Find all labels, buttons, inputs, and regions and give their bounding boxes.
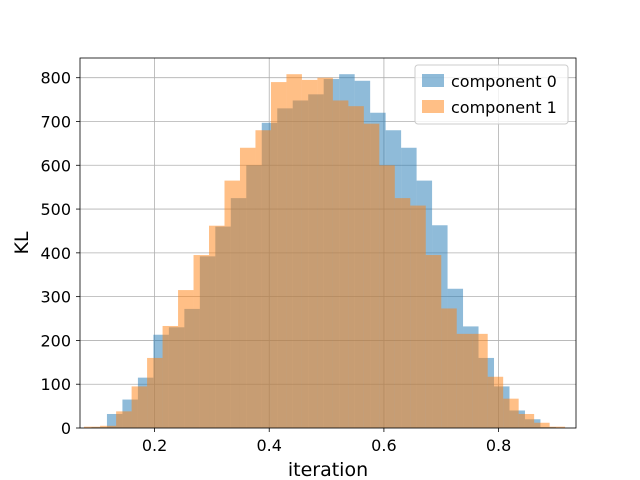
histogram-bars — [84, 74, 566, 429]
legend-label: component 0 — [451, 72, 557, 91]
histogram-bar — [147, 357, 163, 428]
histogram-bar — [178, 290, 194, 428]
y-tick-label: 400 — [40, 244, 71, 263]
legend-label: component 1 — [451, 98, 557, 117]
legend: component 0 component 1 — [414, 64, 569, 125]
histogram-bar — [100, 425, 117, 428]
histogram-bar — [301, 79, 318, 428]
series-1-bars — [84, 74, 566, 429]
y-tick-label: 200 — [40, 331, 71, 350]
histogram-bar — [503, 398, 519, 428]
y-tick-label: 500 — [40, 200, 71, 219]
x-tick-label: 0.6 — [371, 436, 396, 455]
x-axis-label: iteration — [288, 459, 368, 480]
histogram-bar — [410, 205, 426, 428]
histogram-bar — [255, 130, 271, 428]
histogram-bar — [116, 411, 132, 428]
y-tick-label: 700 — [40, 112, 71, 131]
y-tick-label: 300 — [40, 288, 71, 307]
legend-swatch — [422, 100, 444, 113]
x-tick-label: 0.8 — [486, 436, 511, 455]
histogram-bar — [84, 426, 101, 428]
histogram-bar — [394, 198, 411, 428]
y-axis-label: KL — [11, 231, 33, 254]
histogram-bar — [224, 180, 240, 428]
histogram-bar — [270, 82, 287, 429]
histogram-bar — [518, 413, 535, 428]
x-tick-label: 0.2 — [142, 436, 167, 455]
histogram-bar — [332, 100, 349, 428]
y-tick-label: 600 — [40, 156, 71, 175]
histogram-bar — [363, 123, 380, 428]
histogram-bar — [162, 325, 179, 428]
plot-frame — [79, 57, 577, 429]
histogram-bar — [317, 77, 333, 429]
histogram-bar — [456, 333, 473, 428]
histogram-bar — [534, 422, 550, 428]
histogram-bar — [379, 165, 395, 428]
histogram-bar — [472, 333, 488, 428]
legend-box — [414, 64, 569, 125]
y-tick-label: 800 — [40, 69, 71, 88]
y-tick-label: 0 — [61, 419, 71, 438]
histogram-bar — [441, 308, 457, 428]
histogram-bar — [549, 426, 566, 428]
histogram-bar — [131, 386, 148, 428]
histogram-bar — [487, 376, 504, 428]
histogram-bar — [348, 106, 364, 428]
x-tick-label: 0.4 — [256, 436, 281, 455]
histogram-bar — [193, 255, 210, 428]
y-tick-label: 100 — [40, 375, 71, 394]
legend-swatch — [422, 74, 444, 87]
axis-ticks: 0.2 0.4 0.6 0.8 0 100 200 300 400 500 600 700 800 — [40, 69, 511, 455]
histogram-bar — [286, 74, 302, 429]
histogram-bar — [425, 255, 442, 428]
histogram-bar — [239, 147, 256, 429]
histogram-bar — [209, 225, 225, 428]
